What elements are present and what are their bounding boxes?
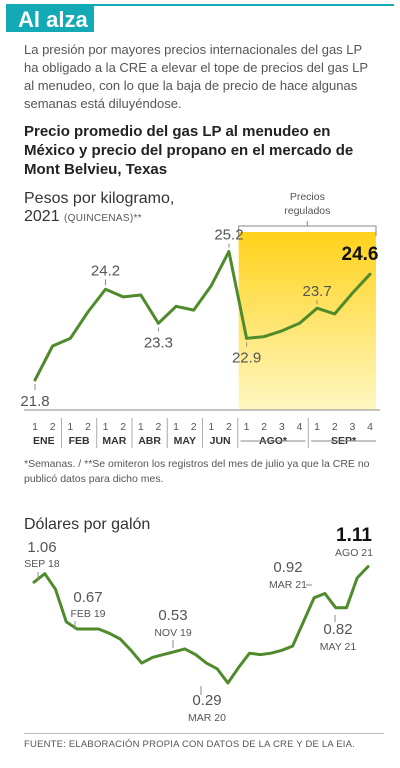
dolares-value-label: 1.06	[27, 539, 56, 556]
intro-text: La presión por mayores precios internaci…	[24, 42, 368, 111]
chart1-title: Pesos por kilogramo,	[24, 190, 175, 207]
quincena-tick-label: 2	[85, 421, 91, 433]
dolares-value-label: 0.53	[158, 607, 187, 624]
quincena-tick-label: 2	[191, 421, 197, 433]
quincena-tick-label: 2	[155, 421, 161, 433]
quincena-tick-label: 2	[120, 421, 126, 433]
dolares-series-line	[32, 565, 370, 685]
regulated-label-line1: Precios	[290, 191, 325, 203]
dolares-date-label: MAR 20	[188, 712, 226, 724]
chart1-year: 2021	[24, 208, 60, 225]
pesos-value-label: 23.7	[303, 283, 332, 300]
regulated-price-highlight	[238, 232, 376, 410]
header-rule	[94, 4, 394, 6]
month-label: ABR	[138, 435, 161, 447]
chart2-title: Dólares por galón	[24, 516, 151, 533]
quincena-tick-label: 1	[314, 421, 320, 433]
quincena-tick-label: 4	[367, 421, 373, 433]
header-title: Al alza	[18, 7, 88, 32]
quincena-tick-label: 1	[67, 421, 73, 433]
quincena-tick-label: 2	[50, 421, 56, 433]
pesos-value-label: 24.6	[342, 244, 379, 265]
dolares-date-label: MAY 21	[320, 641, 357, 653]
quincena-tick-label: 1	[138, 421, 144, 433]
quincena-tick-label: 3	[349, 421, 355, 433]
quincena-tick-label: 4	[297, 421, 303, 433]
dolares-date-label: SEP 18	[24, 558, 60, 570]
dolares-value-label: 0.67	[73, 589, 102, 606]
month-label: ENE	[33, 435, 55, 447]
chart1-unit: Pesos por kilogramo, 2021 (QUINCENAS)**	[24, 190, 174, 226]
source-text: FUENTE: ELABORACIÓN PROPIA CON DATOS DE …	[24, 739, 356, 750]
quincena-tick-label: 3	[279, 421, 285, 433]
dolares-date-label: AGO 21	[335, 547, 373, 559]
regulated-label-line2: regulados	[284, 205, 330, 217]
pesos-series-line	[33, 250, 372, 382]
month-label: MAY	[174, 435, 196, 447]
month-label: MAR	[102, 435, 126, 447]
quincena-tick-label: 2	[226, 421, 232, 433]
pesos-value-label: 25.2	[214, 227, 243, 244]
dolares-date-label: FEB 19	[70, 608, 105, 620]
dolares-value-label: 0.92	[273, 559, 302, 576]
quincena-tick-label: 1	[244, 421, 250, 433]
quincena-tick-label: 1	[103, 421, 109, 433]
quincena-tick-label: 2	[332, 421, 338, 433]
pesos-value-label: 23.3	[144, 334, 173, 351]
dolares-date-label: MAR 21	[269, 579, 307, 591]
quincena-tick-label: 1	[208, 421, 214, 433]
chart-title: Precio promedio del gas LP al menudeo en…	[24, 123, 354, 178]
source-rule	[24, 733, 384, 734]
pesos-value-label: 21.8	[20, 393, 49, 410]
dolares-value-label: 0.29	[192, 692, 221, 709]
dolares-date-label: NOV 19	[154, 627, 192, 639]
quincena-tick-label: 2	[261, 421, 267, 433]
chart1-note: (QUINCENAS)**	[64, 213, 142, 224]
footnote: *Semanas. / **Se omiteron los registros …	[24, 458, 370, 485]
month-label: FEB	[69, 435, 90, 447]
pesos-value-label: 24.2	[91, 262, 120, 279]
quincena-tick-label: 1	[32, 421, 38, 433]
dolares-value-label: 0.82	[323, 621, 352, 638]
month-label: JUN	[210, 435, 231, 447]
header-tab: Al alza	[6, 4, 94, 32]
pesos-value-label: 22.9	[232, 349, 261, 366]
quincena-tick-label: 1	[173, 421, 179, 433]
dolares-value-label: 1.11	[336, 525, 372, 546]
